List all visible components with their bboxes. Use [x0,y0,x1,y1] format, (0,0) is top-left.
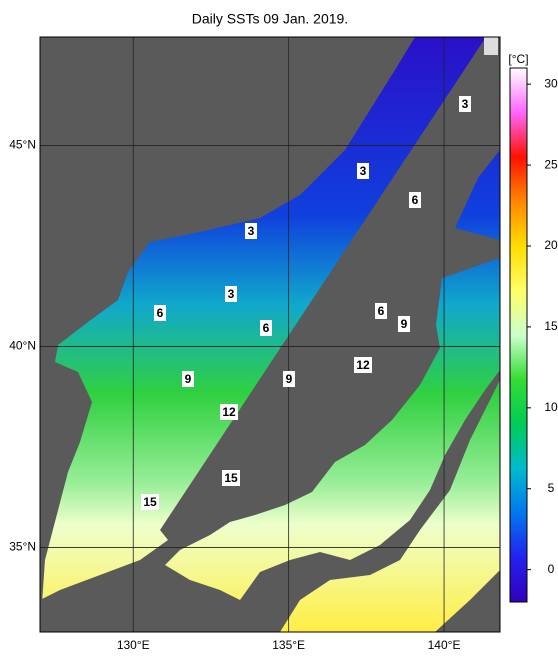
contour-label-bg [141,494,159,510]
contour-label-bg [375,303,387,319]
contour-label-bg [225,286,237,302]
contour-label-bg [357,163,369,179]
contour-label: 9 [185,372,192,386]
contour-label: 3 [228,287,235,301]
title: Daily SSTs 09 Jan. 2019. [192,11,348,27]
contour-label-bg [182,371,194,387]
contour-label: 3 [462,97,469,111]
colorbar-tick-label: 5 [548,481,555,495]
contour-label-bg [222,470,240,486]
contour-label: 15 [224,471,238,485]
contour-label: 9 [286,372,293,386]
contour-label: 3 [360,164,367,178]
contour-label-bg [354,357,372,373]
land [40,37,500,632]
contour-label-bg [398,316,410,332]
map-frame [39,36,501,633]
colorbar: [°C] 0 5 10 15 20 25 30 [508,52,558,603]
colorbar-tick-label: 15 [544,319,558,333]
contour-label: 9 [401,317,408,331]
contour-label-bg [283,371,295,387]
contour-label: 3 [248,224,255,238]
contour-label-bg [154,305,166,321]
colorbar-tick-label: 0 [548,562,555,576]
contour-label: 6 [157,306,164,320]
map: 3 3 6 3 3 6 6 9 6 12 9 9 12 15 15 [40,37,500,632]
contour-label-bg [220,404,238,420]
lat-label: 40°N [9,339,36,353]
contour-label: 6 [378,304,385,318]
lat-label: 35°N [9,540,36,554]
lat-label: 45°N [9,138,36,152]
contour-label-bg [459,96,471,112]
colorbar-tick-label: 20 [544,238,558,252]
contour-label: 15 [143,495,157,509]
colorbar-scale [509,67,528,603]
no-data-patch [484,37,498,55]
colorbar-tick-label: 25 [544,157,558,171]
lon-label: 130°E [117,638,150,652]
lon-label: 135°E [272,638,305,652]
contour-label-bg [409,192,421,208]
contour-label: 6 [263,321,270,335]
contour-label-bg [245,223,257,239]
colorbar-tick-label: 30 [544,76,558,90]
colorbar-unit: [°C] [508,52,528,66]
contour-label: 6 [412,193,419,207]
contour-label: 12 [222,405,236,419]
lon-label: 140°E [428,638,461,652]
colorbar-tick-label: 10 [544,400,558,414]
contour-label-bg [260,320,272,336]
contour-label: 12 [356,358,370,372]
